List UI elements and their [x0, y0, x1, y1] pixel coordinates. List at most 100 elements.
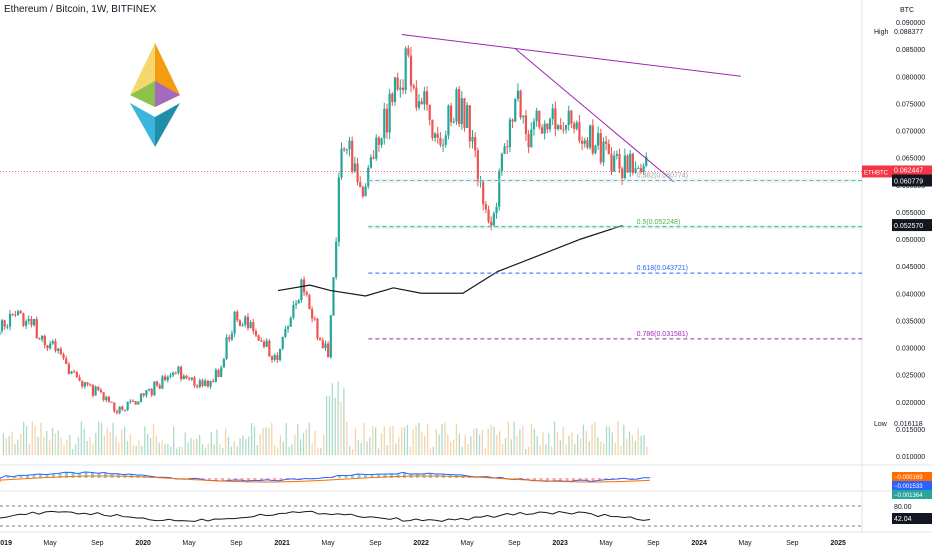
candle-body — [266, 341, 268, 347]
volume-bar — [228, 437, 229, 455]
volume-bar — [502, 444, 503, 455]
candle-body — [233, 312, 235, 334]
candle-body — [549, 119, 551, 129]
volume-bar — [332, 383, 333, 455]
candle-body — [159, 385, 161, 388]
candle-body — [207, 381, 209, 387]
volume-bar — [415, 426, 416, 455]
candle-body — [97, 387, 99, 390]
candle-body — [143, 394, 145, 396]
volume-bar — [340, 401, 341, 455]
volume-bar — [462, 447, 463, 455]
macd-histogram-bar — [390, 474, 393, 478]
y-tick-label: 0.030000 — [896, 346, 925, 353]
volume-bar — [326, 396, 327, 455]
volume-bar — [488, 429, 489, 455]
volume-bar — [427, 424, 428, 455]
volume-bar — [597, 437, 598, 455]
candle-body — [495, 207, 497, 213]
candle-body — [140, 394, 142, 402]
level-tag-text: 0.052570 — [894, 223, 923, 230]
volume-bar — [355, 429, 356, 455]
y-tick-label: 0.065000 — [896, 156, 925, 163]
volume-bar — [271, 423, 272, 455]
volume-bar — [620, 446, 621, 455]
candle-body — [509, 120, 511, 147]
candle-body — [22, 313, 24, 326]
candle-body — [616, 154, 618, 156]
candle-body — [156, 382, 158, 386]
volume-bar — [147, 433, 148, 455]
volume-bar — [317, 448, 318, 455]
volume-bar — [568, 436, 569, 455]
candle-body — [236, 312, 238, 321]
volume-bar — [242, 435, 243, 455]
candle-body — [372, 157, 374, 158]
candle-body — [546, 124, 548, 130]
volume-bar — [32, 421, 33, 455]
candle-body — [57, 349, 59, 351]
x-tick-label: Sep — [508, 540, 521, 547]
volume-bar — [300, 439, 301, 455]
volume-bar — [69, 435, 70, 455]
volume-bar — [537, 436, 538, 455]
candle-body — [167, 377, 169, 380]
volume-bar — [591, 424, 592, 455]
volume-bar — [260, 434, 261, 455]
candle-body — [383, 109, 385, 138]
volume-bar — [433, 447, 434, 455]
candle-body — [33, 319, 35, 325]
candle-body — [581, 141, 583, 144]
candle-body — [135, 401, 137, 405]
volume-bar — [193, 440, 194, 455]
y-tick-label: 0.040000 — [896, 291, 925, 298]
volume-bar — [3, 433, 4, 455]
candle-body — [397, 77, 399, 89]
volume-bar — [216, 430, 217, 455]
candle-body — [145, 390, 147, 395]
y-tick-label: 0.015000 — [896, 427, 925, 434]
volume-bar — [583, 425, 584, 455]
volume-bar — [516, 436, 517, 455]
candle-body — [594, 145, 596, 153]
volume-bar — [346, 422, 347, 455]
volume-bar — [375, 427, 376, 455]
candle-body — [501, 154, 503, 171]
candle-body — [576, 122, 578, 129]
candle-body — [471, 137, 473, 141]
candle-body — [429, 105, 431, 120]
volume-bar — [617, 421, 618, 455]
symbol-tag-text: ETHBTC — [864, 170, 889, 176]
candle-body — [76, 372, 78, 377]
candle-body — [421, 101, 423, 104]
volume-bar — [245, 439, 246, 455]
volume-bar — [407, 425, 408, 455]
x-tick-label: 2022 — [413, 540, 429, 547]
candle-body — [175, 373, 177, 374]
volume-bar — [531, 424, 532, 455]
volume-bar — [187, 442, 188, 455]
candle-body — [557, 125, 559, 129]
volume-bar — [548, 433, 549, 455]
volume-bar — [86, 441, 87, 455]
volume-bar — [55, 433, 56, 455]
volume-bar — [133, 445, 134, 455]
candle-body — [642, 166, 644, 172]
macd-tag-text: −0.001533 — [894, 484, 923, 490]
x-tick-label: 2019 — [0, 540, 12, 547]
volume-bar — [485, 448, 486, 455]
fib-level-label: 0.382(0.060774) — [637, 173, 688, 180]
candle-body — [274, 355, 276, 360]
volume-bar — [234, 441, 235, 455]
volume-bar — [268, 428, 269, 455]
candle-body — [485, 204, 487, 209]
volume-bar — [381, 433, 382, 455]
candle-body — [300, 280, 302, 301]
volume-bar — [361, 443, 362, 455]
x-tick-label: Sep — [647, 540, 660, 547]
volume-bar — [438, 434, 439, 455]
volume-bar — [23, 422, 24, 455]
candle-body — [335, 242, 337, 277]
